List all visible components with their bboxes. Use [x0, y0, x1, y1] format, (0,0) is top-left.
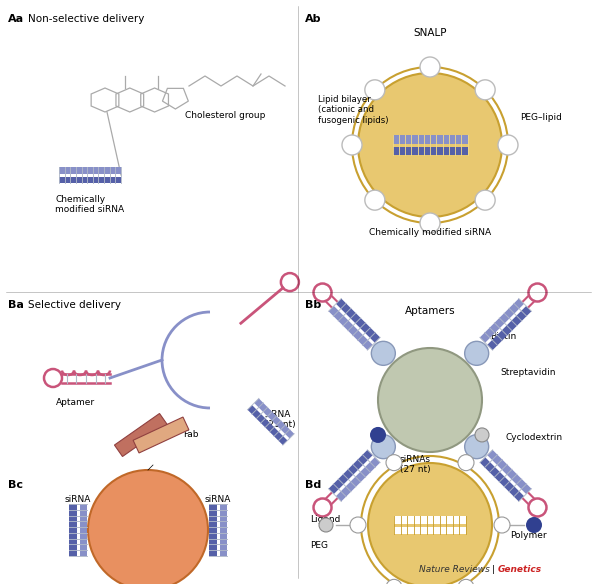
- Text: siRNA: siRNA: [205, 495, 231, 504]
- Text: Genetics: Genetics: [498, 565, 542, 574]
- Text: Cyclodextrin: Cyclodextrin: [505, 433, 562, 442]
- Text: Bd: Bd: [305, 480, 321, 490]
- Circle shape: [464, 434, 489, 458]
- Polygon shape: [394, 516, 466, 523]
- Circle shape: [365, 190, 385, 210]
- Text: Aa: Aa: [8, 14, 24, 24]
- Polygon shape: [394, 527, 466, 534]
- Circle shape: [386, 579, 402, 584]
- Circle shape: [371, 341, 395, 366]
- Polygon shape: [487, 306, 531, 350]
- Text: PEG–lipid: PEG–lipid: [520, 113, 562, 123]
- Text: Adamantane: Adamantane: [406, 411, 464, 420]
- Circle shape: [358, 73, 502, 217]
- Text: Ligand: Ligand: [310, 516, 340, 524]
- Text: Bb: Bb: [305, 300, 321, 310]
- Circle shape: [498, 135, 518, 155]
- Text: Polymer: Polymer: [510, 530, 547, 540]
- Text: Selective delivery: Selective delivery: [28, 300, 121, 310]
- Text: Nature Reviews: Nature Reviews: [419, 565, 490, 574]
- Circle shape: [420, 213, 440, 233]
- Circle shape: [368, 463, 492, 584]
- Circle shape: [350, 517, 366, 533]
- Polygon shape: [248, 405, 288, 445]
- Circle shape: [88, 470, 208, 584]
- Circle shape: [475, 80, 495, 100]
- Text: Chemically
modified siRNA: Chemically modified siRNA: [55, 195, 124, 214]
- Text: PEG: PEG: [310, 541, 328, 550]
- Text: Ba: Ba: [8, 300, 24, 310]
- Circle shape: [319, 518, 333, 532]
- Polygon shape: [254, 398, 294, 439]
- Polygon shape: [69, 504, 76, 556]
- Circle shape: [342, 135, 362, 155]
- Polygon shape: [328, 306, 373, 350]
- Text: Bc: Bc: [8, 480, 23, 490]
- Circle shape: [494, 517, 510, 533]
- Circle shape: [386, 455, 402, 471]
- Text: Fab: Fab: [183, 430, 198, 439]
- Text: Streptavidin: Streptavidin: [500, 368, 555, 377]
- Text: Lipid bilayer
(cationic and
fusogenic lipids): Lipid bilayer (cationic and fusogenic li…: [318, 95, 389, 125]
- Text: Biotin: Biotin: [490, 332, 516, 341]
- Circle shape: [458, 579, 474, 584]
- Polygon shape: [392, 135, 467, 144]
- Polygon shape: [328, 450, 373, 494]
- Polygon shape: [487, 450, 531, 494]
- Text: SNALP: SNALP: [413, 28, 447, 38]
- Text: siRNA
(21 nt): siRNA (21 nt): [265, 410, 296, 429]
- Polygon shape: [115, 413, 168, 457]
- Circle shape: [464, 341, 489, 366]
- Polygon shape: [59, 176, 121, 183]
- Text: |: |: [492, 565, 495, 574]
- Circle shape: [420, 57, 440, 77]
- Text: Aptamers: Aptamers: [405, 306, 456, 316]
- Circle shape: [371, 434, 395, 458]
- Circle shape: [370, 427, 386, 443]
- Circle shape: [526, 517, 542, 533]
- Polygon shape: [336, 298, 380, 343]
- Polygon shape: [392, 147, 467, 155]
- Text: Chemically modified siRNA: Chemically modified siRNA: [369, 228, 491, 237]
- Polygon shape: [133, 417, 189, 453]
- Text: Ab: Ab: [305, 14, 322, 24]
- Circle shape: [378, 348, 482, 452]
- Text: siRNA: siRNA: [65, 495, 91, 504]
- Text: siRNAs
(27 nt): siRNAs (27 nt): [399, 455, 430, 474]
- Polygon shape: [220, 504, 227, 556]
- Polygon shape: [336, 457, 380, 502]
- Text: Cholesterol group: Cholesterol group: [185, 110, 266, 120]
- Text: Non-selective delivery: Non-selective delivery: [28, 14, 144, 24]
- Circle shape: [365, 80, 385, 100]
- Circle shape: [458, 455, 474, 471]
- Polygon shape: [79, 504, 87, 556]
- Polygon shape: [209, 504, 217, 556]
- Polygon shape: [480, 298, 524, 343]
- Polygon shape: [480, 457, 524, 502]
- Circle shape: [475, 428, 489, 442]
- Circle shape: [361, 456, 499, 584]
- Polygon shape: [59, 167, 121, 173]
- Text: Aptamer: Aptamer: [56, 398, 94, 407]
- Circle shape: [475, 190, 495, 210]
